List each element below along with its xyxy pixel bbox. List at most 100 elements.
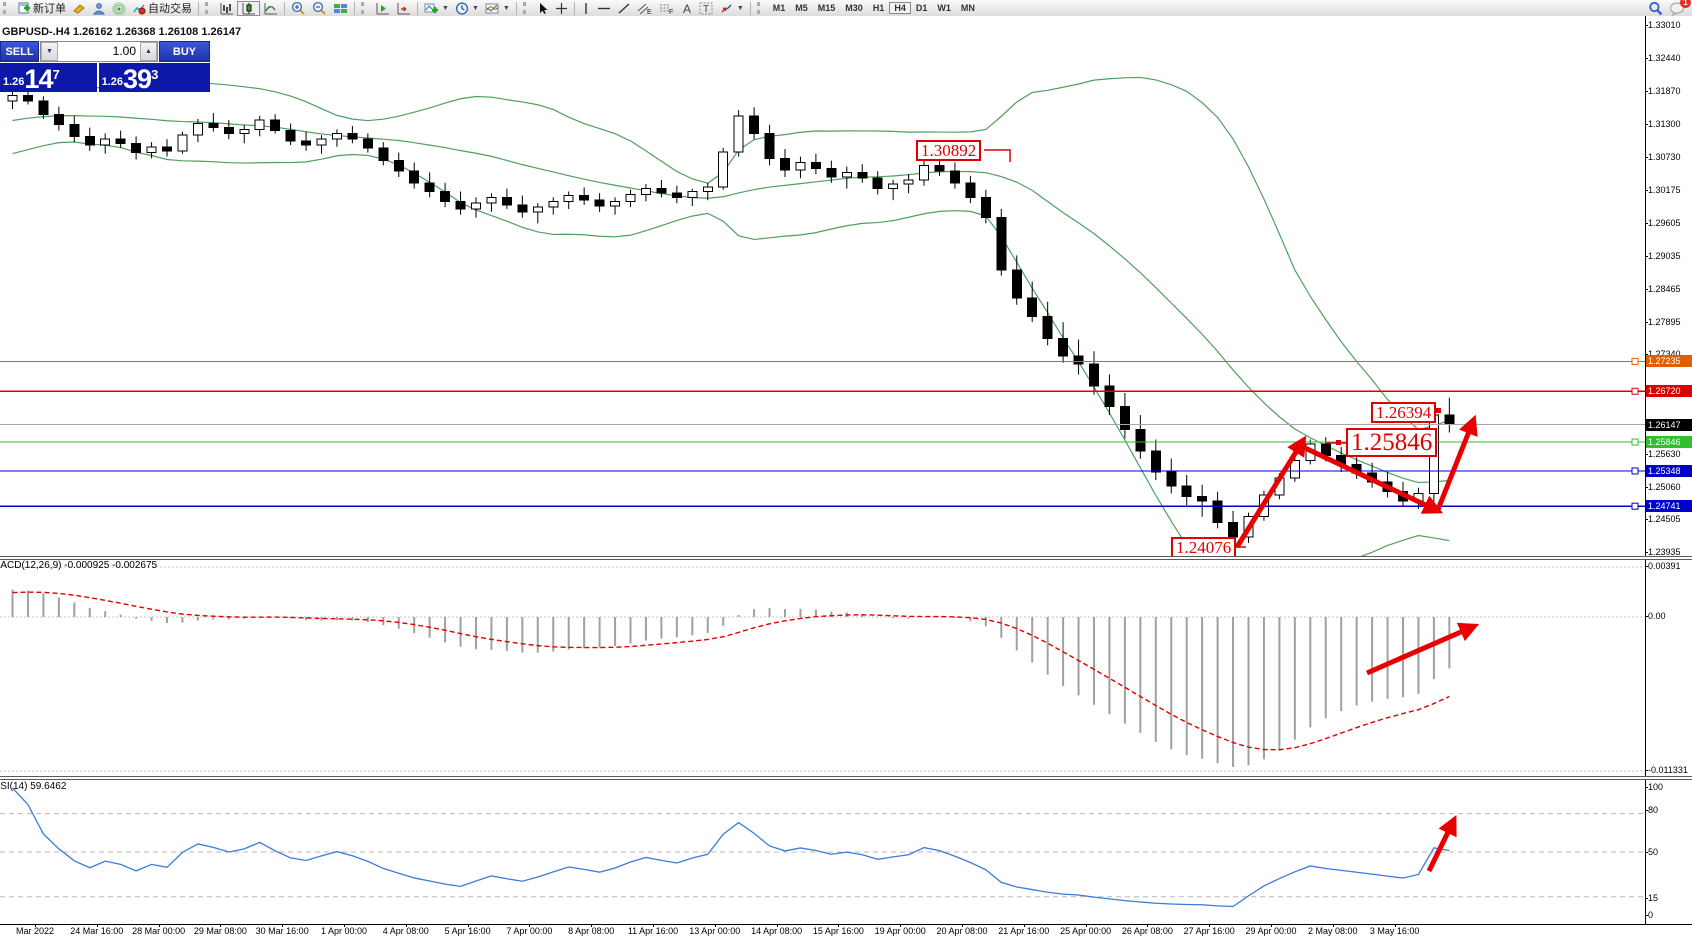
candle [254,116,265,137]
candle [1320,437,1331,462]
pane-separator-macd[interactable] [0,556,1692,560]
toolbar: 新订单 自动交易 ▼ ▼ [0,0,1692,17]
price-tick-label: 1.24505 [1645,513,1681,524]
price-tick-label: 1.25060 [1645,481,1681,492]
price-axis[interactable]: 1.33010 1.32440 1.31870 1.31300 1.30730 1.301… [1644,16,1692,924]
candle [810,153,821,175]
timeframe-m1[interactable]: M1 [772,3,786,13]
fibonacci-button[interactable]: F [656,1,678,16]
time-tick-label: 14 Apr 08:00 [751,926,803,936]
time-tick-label: 13 Apr 00:00 [689,926,741,936]
auto-scroll-button[interactable] [372,1,393,16]
time-tick-label: 30 Mar 16:00 [255,926,309,936]
volume-input[interactable]: 1.00 [112,44,136,58]
auto-scroll-icon [376,2,389,14]
equidistant-channel-button[interactable]: E [634,1,656,16]
sell-button[interactable]: SELL [0,41,39,62]
tile-windows-button[interactable] [330,1,351,16]
volume-decrease-button[interactable]: ▼ [41,42,58,61]
line-chart-button[interactable] [260,1,281,16]
text-button[interactable]: A [678,1,696,16]
timeframe-m5[interactable]: M5 [795,3,808,13]
candle [501,188,512,209]
volume-increase-button[interactable]: ▲ [140,42,157,61]
text-label-icon: T [699,2,713,15]
candle [1104,374,1115,416]
main-chart-canvas[interactable] [0,16,1645,556]
time-tick-label: 24 Mar 16:00 [70,926,124,936]
candle [378,142,389,166]
zoom-in-button[interactable] [288,1,309,16]
timeframe-mn[interactable]: MN [960,3,975,13]
candle [610,197,621,215]
timeframe-m30[interactable]: M30 [845,3,863,13]
chart-shift-button[interactable] [393,1,414,16]
price-callout[interactable]: 1.24076 [1171,537,1237,558]
time-tick-label: 4 Apr 08:00 [382,926,429,936]
timeframe-d1[interactable]: D1 [915,3,928,13]
line-handle [1631,467,1639,475]
timeframe-buttons: M1 M5 M15 M30 H1 H4 D1 W1 MN [768,2,980,14]
candle [949,162,960,189]
bar-chart-button[interactable] [216,1,237,16]
profiles-button[interactable] [69,1,89,16]
price-callout[interactable]: 1.25846 [1346,428,1438,457]
cursor-button[interactable] [534,1,552,16]
buy-button[interactable]: BUY [159,41,210,62]
one-click-trading-panel: SELL ▼ 1.00 ▲ BUY 1.26 14 7 1.26 39 3 [0,41,210,94]
line-handle [1631,502,1639,510]
level-price-badge: 1.24741 [1646,500,1692,513]
price-callout[interactable]: 1.26394 [1371,402,1437,423]
candle [239,124,250,144]
periods-button[interactable]: ▼ [452,1,482,16]
text-label-button[interactable]: T [696,1,716,16]
zoom-out-icon [312,1,326,15]
timeframe-h4[interactable]: H4 [889,2,911,14]
candle [1058,322,1069,363]
hosting-button[interactable] [89,1,109,16]
macd-canvas[interactable] [0,559,1645,775]
crosshair-button[interactable] [552,1,571,16]
rsi-tick-label: 80 [1644,805,1659,815]
main-chart-pane[interactable] [0,16,1645,556]
timeframe-w1[interactable]: W1 [937,3,951,13]
line-handle [1631,357,1639,365]
candle [38,96,49,119]
candlestick-chart-button[interactable] [237,0,260,16]
toolbar-grip[interactable] [3,2,11,14]
bollinger-lower-band [12,141,1450,556]
signals-button[interactable] [109,1,129,16]
templates-button[interactable]: ▼ [482,1,513,16]
crosshair-icon [555,2,567,14]
hosting-icon [92,2,106,14]
arrows-tool-button[interactable]: ▼ [716,1,747,16]
new-order-button[interactable]: 新订单 [14,1,69,16]
timeframe-h1[interactable]: H1 [872,3,885,13]
zoom-out-button[interactable] [309,1,330,16]
pane-separator-rsi[interactable] [0,776,1692,780]
rsi-pane[interactable] [0,779,1645,924]
chat-button[interactable]: 1 [1669,0,1691,16]
candle [301,131,312,151]
candle [656,179,667,198]
indicators-button[interactable]: ▼ [421,1,452,16]
price-tick-label: 1.25630 [1645,448,1681,459]
search-button[interactable] [1648,1,1663,16]
time-tick-label: 7 Apr 00:00 [506,926,553,936]
horizontal-line-button[interactable] [594,1,614,16]
svg-text:E: E [647,9,652,15]
price-callout[interactable]: 1.30892 [916,140,982,161]
time-axis[interactable]: Mar 2022 24 Mar 16:00 28 Mar 00:00 29 Mar 0… [0,924,1692,937]
buy-price-box[interactable]: 1.26 39 3 [98,63,210,94]
macd-pane[interactable] [0,559,1645,775]
timeframe-m15[interactable]: M15 [817,3,836,13]
autotrading-button[interactable]: 自动交易 [129,1,195,16]
time-tick-label: 3 May 16:00 [1369,926,1420,936]
time-tick-label: 2 May 08:00 [1308,926,1358,936]
rsi-canvas[interactable] [0,779,1645,924]
buy-price-big: 39 [123,64,152,94]
trendline-button[interactable] [614,1,634,16]
sell-price-box[interactable]: 1.26 14 7 [0,63,97,93]
vertical-line-button[interactable] [578,1,594,16]
candle [1305,439,1316,465]
